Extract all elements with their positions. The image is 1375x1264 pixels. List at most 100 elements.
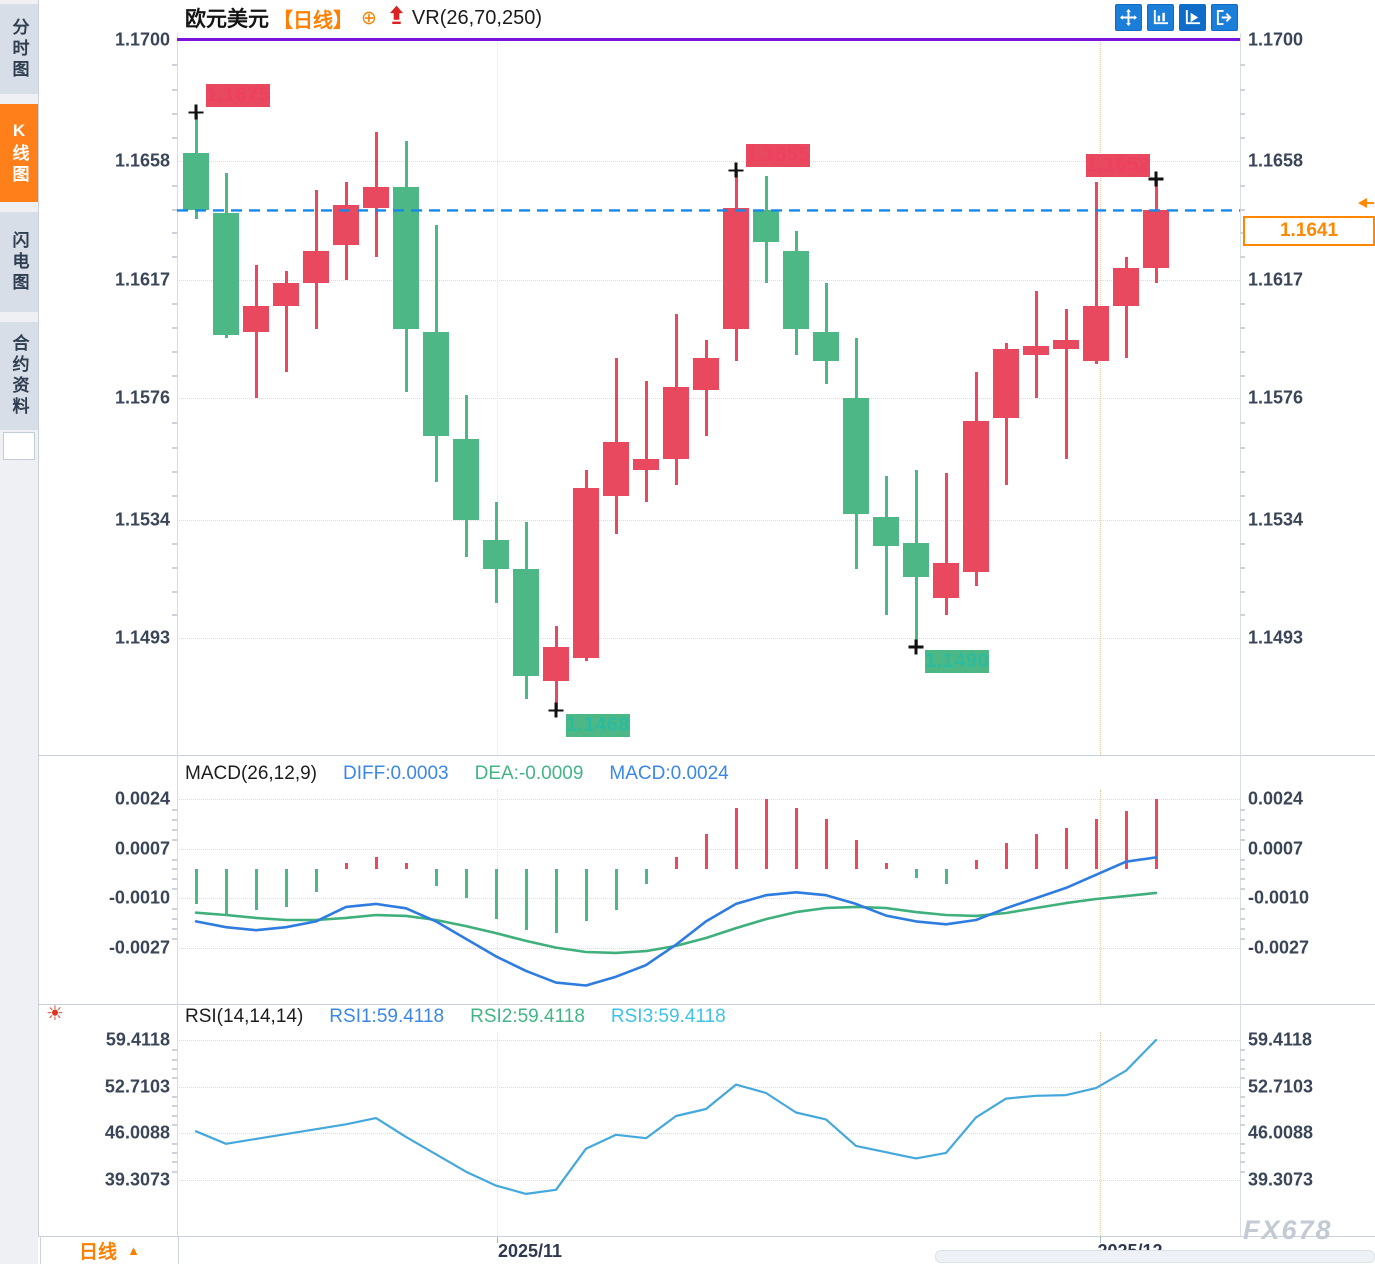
macd-histogram-bar — [344, 863, 348, 869]
macd-histogram-bar — [254, 869, 258, 910]
axis-zoom-icon[interactable] — [1147, 4, 1174, 31]
axis-minor-tick — [1240, 878, 1245, 881]
macd-histogram-bar — [1064, 828, 1068, 869]
y-axis-label: 46.0088 — [1248, 1122, 1314, 1143]
axis-minor-tick — [1240, 818, 1245, 821]
axis-minor-tick — [172, 937, 177, 940]
current-price-marker-icon — [1358, 198, 1374, 208]
axis-minor-tick — [1240, 327, 1245, 330]
axis-minor-tick — [172, 566, 177, 569]
macd-histogram-bar — [404, 863, 408, 869]
pan-crosshair-icon[interactable] — [1115, 4, 1142, 31]
candle-body — [873, 516, 899, 546]
sidebar-tab-time-chart[interactable]: 分时图 — [0, 4, 38, 94]
axis-minor-tick — [172, 1058, 177, 1061]
sidebar-tab-kline-chart[interactable]: K线图 — [0, 104, 38, 202]
candle-wick — [254, 265, 258, 399]
macd-histogram-bar — [1154, 799, 1158, 869]
axis-minor-tick — [1240, 350, 1245, 353]
candle-body — [393, 187, 419, 329]
axis-minor-tick — [1240, 908, 1245, 911]
macd-histogram-bar — [884, 863, 888, 869]
gridline — [177, 1086, 1240, 1088]
macd-title[interactable]: MACD(26,12,9) — [185, 763, 317, 784]
y-axis-label: -0.0027 — [108, 937, 170, 958]
sidebar-blank-box — [3, 432, 35, 460]
macd-histogram-bar — [854, 839, 858, 869]
candle-body — [243, 305, 269, 332]
gridline — [177, 1133, 1240, 1135]
axis-minor-tick — [1240, 208, 1245, 211]
candle-body — [753, 210, 779, 243]
axis-minor-tick — [1240, 1095, 1245, 1098]
axis-minor-tick — [1240, 112, 1245, 115]
gridline — [177, 1040, 1240, 1041]
axis-minor-tick — [172, 350, 177, 353]
axis-minor-tick — [172, 818, 177, 821]
axis-minor-tick — [1240, 1058, 1245, 1061]
sidebar-tab-label: 闪电图 — [9, 230, 29, 294]
gridline — [177, 398, 1240, 400]
symbol-title: 欧元美元 — [185, 8, 269, 31]
candle-body — [513, 568, 539, 676]
axis-minor-tick — [1240, 1151, 1245, 1154]
y-axis-label: 59.4118 — [105, 1029, 170, 1050]
axis-minor-tick — [1240, 88, 1245, 91]
horizontal-scrollbar[interactable] — [935, 1250, 1375, 1263]
rsi1-value: RSI1:59.4118 — [329, 1006, 445, 1027]
y-axis-label: 46.0088 — [104, 1122, 170, 1143]
axis-minor-tick — [172, 828, 177, 831]
axis-pointer-icon[interactable] — [1179, 4, 1206, 31]
axis-minor-tick — [1240, 917, 1245, 920]
period-up-triangle-icon: ▲ — [127, 1243, 140, 1258]
y-axis-label: 0.0007 — [1248, 838, 1304, 859]
macd-histogram-bar — [764, 799, 768, 869]
candle-body — [723, 207, 749, 329]
axis-minor-tick — [1240, 471, 1245, 474]
gridline — [177, 161, 1240, 163]
macd-histogram-bar — [794, 807, 798, 869]
y-axis-label: 0.0024 — [1248, 788, 1304, 809]
x-axis-tick — [497, 1237, 498, 1243]
candle-body — [663, 386, 689, 459]
target-circle-plus-icon[interactable]: ⊕ — [361, 7, 377, 29]
y-axis-label: 0.0024 — [114, 788, 170, 809]
period-badge[interactable]: 【日线】 — [273, 9, 353, 32]
y-axis-label: 39.3073 — [1248, 1169, 1314, 1190]
candle-body — [453, 438, 479, 520]
panel-separator — [38, 1004, 1375, 1005]
axis-minor-tick — [1240, 858, 1245, 861]
macd-histogram-bar — [374, 857, 378, 869]
axis-minor-tick — [1240, 374, 1245, 377]
exit-right-icon[interactable] — [1211, 4, 1238, 31]
vr-indicator-label[interactable]: VR(26,70,250) — [411, 6, 542, 29]
axis-minor-tick — [172, 1170, 177, 1173]
y-axis-label: 1.1576 — [1248, 387, 1304, 408]
rsi-sun-icon[interactable]: ☀ — [46, 1003, 64, 1025]
candle-wick — [1094, 181, 1098, 364]
macd-histogram-bar — [224, 869, 228, 916]
price-annotation: 1.1490 — [925, 650, 990, 673]
y-axis-label: 1.1658 — [1248, 150, 1304, 171]
period-selector-tab[interactable]: 日线 ▲ — [40, 1237, 179, 1264]
sidebar-tab-lightning-chart[interactable]: 闪电图 — [0, 212, 38, 312]
axis-minor-tick — [1240, 868, 1245, 871]
axis-minor-tick — [1240, 137, 1245, 140]
sidebar-tab-contract-info[interactable]: 合约资料 — [0, 322, 38, 430]
month-divider — [1100, 1032, 1101, 1236]
y-axis-label: -0.0027 — [1248, 937, 1310, 958]
macd-histogram-bar — [1094, 819, 1098, 869]
gridline — [177, 1179, 1240, 1181]
axis-minor-tick — [1240, 937, 1245, 940]
macd-histogram-bar — [554, 869, 558, 934]
candle-body — [783, 250, 809, 329]
axis-minor-tick — [172, 422, 177, 425]
y-axis-label: -0.0010 — [108, 887, 170, 908]
macd-histogram-bar — [644, 869, 648, 884]
y-axis-label: 59.4118 — [1248, 1029, 1313, 1050]
gridline — [177, 799, 1240, 801]
x-axis-label: 2025/11 — [497, 1241, 563, 1261]
current-price-tag: 1.1641 — [1243, 216, 1375, 246]
axis-minor-tick — [1240, 1105, 1245, 1108]
rsi-title[interactable]: RSI(14,14,14) — [185, 1006, 304, 1027]
